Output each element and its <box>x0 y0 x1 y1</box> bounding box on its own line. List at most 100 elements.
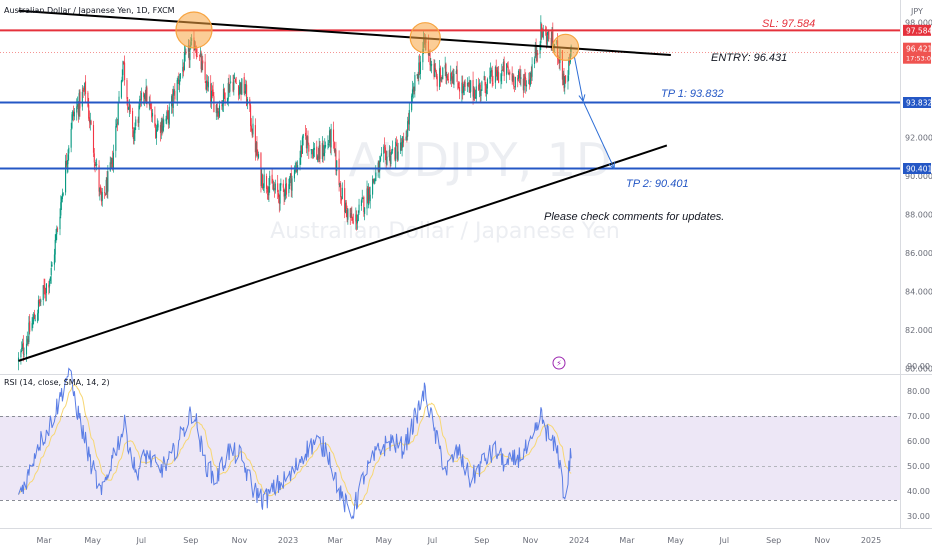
candle-body <box>386 156 388 165</box>
candle-body <box>529 72 532 85</box>
candle-body <box>252 123 254 135</box>
sl-annotation[interactable]: SL: 97.584 <box>762 18 815 30</box>
candle-body <box>530 73 532 78</box>
candle-body <box>105 179 107 195</box>
candle-body <box>230 81 232 83</box>
candle-body <box>442 67 444 80</box>
candle-body <box>479 84 481 95</box>
candle-body <box>70 129 72 148</box>
candle-body <box>226 97 229 103</box>
candle-body <box>139 98 142 100</box>
tp2-annotation[interactable]: TP 2: 90.401 <box>626 178 689 190</box>
candle-body <box>562 73 564 80</box>
candle-body <box>503 61 505 77</box>
lower-trendline[interactable] <box>18 144 668 362</box>
candle-body <box>402 140 404 143</box>
candle-body <box>330 128 332 148</box>
candle-body <box>104 192 106 193</box>
candle-body <box>272 184 274 190</box>
candle-body <box>90 121 92 125</box>
time-tick-label: May <box>667 536 684 545</box>
candle-body <box>519 74 521 79</box>
candle-body <box>338 158 340 186</box>
candle-body <box>72 111 74 117</box>
candle-body <box>349 208 351 218</box>
candle-body <box>215 104 217 114</box>
candle-body <box>406 135 408 138</box>
candle-body <box>533 58 536 64</box>
candle-body <box>362 198 364 199</box>
time-tick-label: Sep <box>474 536 489 545</box>
lightning-icon[interactable] <box>552 356 566 370</box>
candle-body <box>450 73 452 82</box>
candle-body <box>162 126 164 131</box>
candle-body <box>129 104 131 113</box>
candle-body <box>172 93 174 108</box>
candle-body <box>132 130 134 139</box>
candle-body <box>377 162 379 171</box>
candle-body <box>431 64 433 66</box>
candle-body <box>485 85 487 94</box>
candle-body <box>73 111 75 117</box>
candle-body <box>447 76 449 81</box>
candle-body <box>84 82 86 91</box>
candle-body <box>416 73 418 77</box>
candle-body <box>255 143 257 152</box>
candle-body <box>388 150 390 158</box>
candle-body <box>171 96 173 107</box>
candle-body <box>395 143 398 146</box>
candle-body <box>56 228 58 235</box>
candle-body <box>494 66 496 83</box>
candle-body <box>374 179 376 181</box>
candle-body <box>196 56 198 57</box>
candle-body <box>179 79 181 86</box>
peak-circle[interactable] <box>409 22 441 54</box>
peak-circle[interactable] <box>551 33 580 61</box>
candle-body <box>178 80 180 84</box>
candle-body <box>256 142 258 156</box>
candle-body <box>391 149 394 151</box>
candle-body <box>263 174 265 188</box>
candle-body <box>28 322 30 343</box>
candle-body <box>414 75 416 91</box>
candle-body <box>159 125 162 134</box>
candle-body <box>401 142 403 151</box>
candle-body <box>245 84 247 92</box>
candle-body <box>452 75 454 84</box>
candle-body <box>61 197 63 203</box>
candle-body <box>100 191 103 202</box>
candle-body <box>243 77 245 94</box>
candle-body <box>261 175 264 189</box>
candle-body <box>345 202 347 210</box>
candle-body <box>390 155 392 165</box>
candle-body <box>394 147 396 160</box>
candle-body <box>224 92 226 104</box>
candle-body <box>43 285 45 289</box>
candle-body <box>481 81 483 91</box>
entry-annotation[interactable]: ENTRY: 96.431 <box>711 52 787 64</box>
note-annotation[interactable]: Please check comments for updates. <box>544 211 724 223</box>
candle-body <box>227 83 229 100</box>
candle-body <box>212 89 214 97</box>
candle-body <box>356 214 358 225</box>
tp1-annotation[interactable]: TP 1: 93.832 <box>661 88 724 100</box>
rsi-tick-label: 30.00 <box>907 512 930 521</box>
tp1-price-tag-text: 93.832 <box>906 99 932 108</box>
candle-body <box>49 280 51 287</box>
candle-body <box>134 127 136 134</box>
peak-circle[interactable] <box>175 11 213 49</box>
candle-body <box>132 110 134 129</box>
candle-body <box>112 159 114 168</box>
candle-body <box>77 104 79 115</box>
candle-body <box>385 151 387 164</box>
candle-body <box>81 91 83 107</box>
candle-body <box>185 51 187 53</box>
candle-body <box>474 89 476 99</box>
candle-body <box>145 87 147 101</box>
candle-body <box>200 53 202 69</box>
candle-body <box>318 145 320 159</box>
candle-body <box>472 80 474 97</box>
time-tick-label: 2024 <box>569 536 589 545</box>
candle-body <box>223 88 225 95</box>
